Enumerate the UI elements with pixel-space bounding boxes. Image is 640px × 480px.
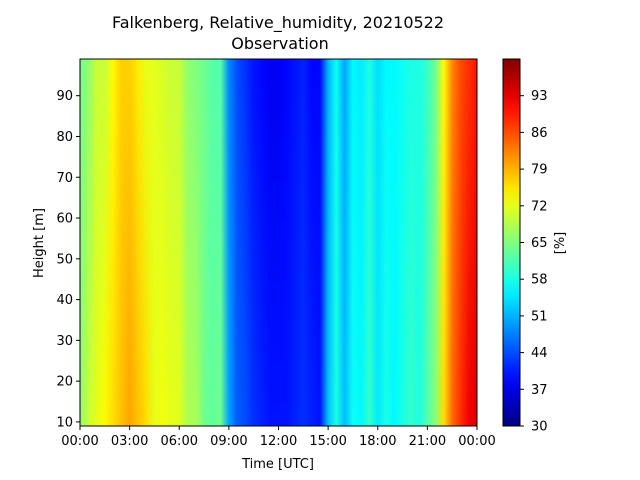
colorbar-tick-label: 30 bbox=[531, 420, 548, 435]
x-tick-label: 15:00 bbox=[309, 434, 346, 449]
colorbar-tick-label: 44 bbox=[531, 346, 548, 361]
plot-area bbox=[79, 58, 478, 427]
x-axis-label: Time [UTC] bbox=[241, 457, 314, 472]
colorbar-tick-label: 37 bbox=[531, 383, 548, 398]
colorbar-tick-label: 79 bbox=[531, 163, 548, 178]
x-tick-label: 21:00 bbox=[409, 434, 446, 449]
x-tick-label: 00:00 bbox=[458, 434, 495, 449]
y-tick-label: 60 bbox=[56, 212, 73, 227]
heatmap-layer-top bbox=[80, 59, 477, 426]
x-tick-label: 12:00 bbox=[260, 434, 297, 449]
colorbar-tick-label: 51 bbox=[531, 309, 548, 324]
y-axis: 10 20 30 40 50 60 70 80 90 bbox=[56, 89, 80, 430]
colorbar: 30 37 44 51 58 65 72 79 86 93 bbox=[502, 58, 548, 435]
colorbar-tick-label: 72 bbox=[531, 199, 548, 214]
x-axis: 00:00 03:00 06:00 09:00 12:00 15:00 18:00 21:00… bbox=[61, 426, 496, 449]
y-tick-label: 10 bbox=[56, 415, 73, 430]
x-tick-label: 06:00 bbox=[161, 434, 198, 449]
colorbar-gradient bbox=[502, 58, 521, 427]
y-tick-label: 70 bbox=[56, 171, 73, 186]
y-tick-label: 80 bbox=[56, 130, 73, 145]
y-tick-label: 50 bbox=[56, 252, 73, 267]
colorbar-tick-label: 65 bbox=[531, 236, 548, 251]
chart-title: Falkenberg, Relative_humidity, 20210522 bbox=[112, 13, 444, 33]
colorbar-tick-label: 93 bbox=[531, 89, 548, 104]
x-tick-label: 09:00 bbox=[210, 434, 247, 449]
y-tick-label: 20 bbox=[56, 375, 73, 390]
colorbar-label: [%] bbox=[553, 232, 568, 255]
x-tick-label: 00:00 bbox=[61, 434, 98, 449]
colorbar-tick-label: 58 bbox=[531, 273, 548, 288]
y-tick-label: 90 bbox=[56, 89, 73, 104]
x-tick-label: 03:00 bbox=[111, 434, 148, 449]
colorbar-tick-label: 86 bbox=[531, 126, 548, 141]
y-axis-label: Height [m] bbox=[32, 208, 47, 278]
y-tick-label: 40 bbox=[56, 293, 73, 308]
chart-subtitle: Observation bbox=[231, 34, 328, 53]
x-tick-label: 18:00 bbox=[359, 434, 396, 449]
y-tick-label: 30 bbox=[56, 334, 73, 349]
